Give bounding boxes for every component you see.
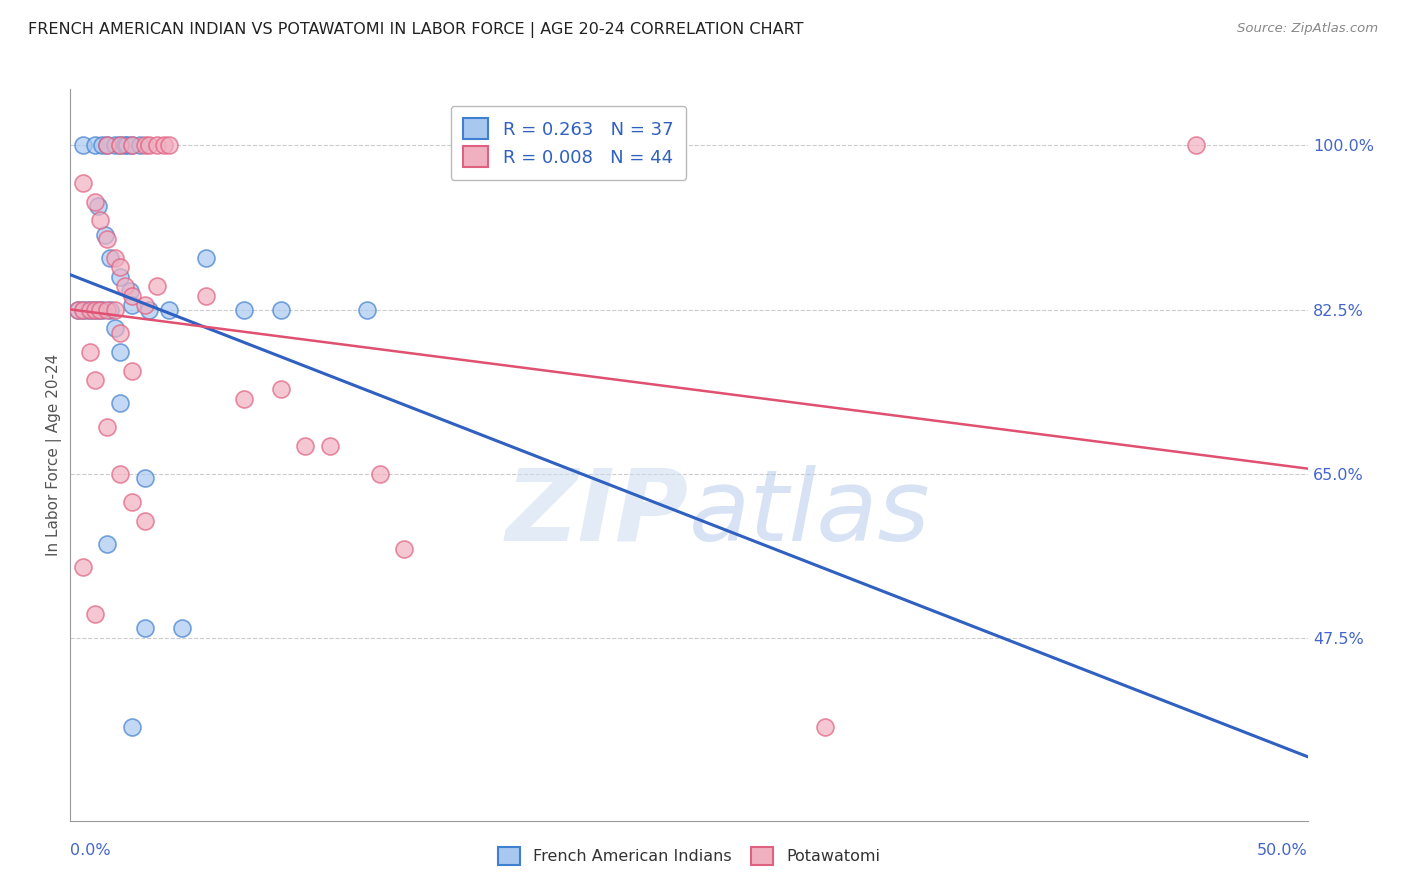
Point [98,302,121,317]
Text: ZIP: ZIP [506,465,689,562]
Point [72,176,94,190]
Point [66,302,89,317]
Point [114,279,136,293]
Point [115,138,138,153]
Point [134,138,156,153]
Point [84,138,107,153]
Point [96,302,118,317]
Point [84,373,107,387]
Point [128,138,150,153]
Point [134,514,156,528]
Point [121,138,143,153]
Point [121,363,143,377]
Point [72,138,94,153]
Point [108,260,131,275]
Point [121,720,143,734]
Point [153,138,176,153]
Point [121,495,143,509]
Point [89,302,111,317]
Point [118,284,141,298]
Point [104,138,127,153]
Point [89,213,111,227]
Point [98,251,121,265]
Point [108,467,131,481]
Point [319,438,342,452]
Point [157,302,180,317]
Point [82,302,104,317]
Text: 0.0%: 0.0% [70,843,111,858]
Point [96,138,118,153]
Point [91,138,114,153]
Text: FRENCH AMERICAN INDIAN VS POTAWATOMI IN LABOR FORCE | AGE 20-24 CORRELATION CHAR: FRENCH AMERICAN INDIAN VS POTAWATOMI IN … [28,22,804,38]
Point [356,302,378,317]
Point [84,194,107,209]
Point [270,382,292,396]
Point [86,302,108,317]
Point [104,321,127,335]
Point [79,344,101,359]
Point [1185,138,1208,153]
Point [138,138,160,153]
Point [66,302,89,317]
Point [104,251,127,265]
Point [96,232,118,246]
Point [157,138,180,153]
Point [76,302,98,317]
Text: atlas: atlas [689,465,931,562]
Point [84,607,107,622]
Point [294,438,316,452]
Point [108,138,131,153]
Point [368,467,391,481]
Point [134,621,156,635]
Point [195,251,218,265]
Point [270,302,292,317]
Point [134,471,156,485]
Point [84,302,107,317]
Point [72,302,94,317]
Point [96,138,118,153]
Point [121,138,143,153]
Point [86,199,108,213]
Point [232,392,254,406]
Point [108,396,131,410]
Point [108,326,131,340]
Point [394,541,416,556]
Point [134,298,156,312]
Point [91,302,114,317]
Point [232,302,254,317]
Point [170,621,193,635]
Point [104,302,127,317]
Point [94,227,117,242]
Point [121,288,143,302]
Point [96,537,118,551]
Point [146,279,169,293]
Y-axis label: In Labor Force | Age 20-24: In Labor Force | Age 20-24 [46,354,62,556]
Text: Source: ZipAtlas.com: Source: ZipAtlas.com [1237,22,1378,36]
Point [72,302,94,317]
Point [96,419,118,434]
Point [108,269,131,284]
Point [72,560,94,574]
Point [108,344,131,359]
Point [138,302,160,317]
Point [114,138,136,153]
Point [814,720,837,734]
Point [146,138,169,153]
Legend: French American Indians, Potawatomi: French American Indians, Potawatomi [488,838,890,875]
Point [79,302,101,317]
Point [121,298,143,312]
Point [108,138,131,153]
Text: 50.0%: 50.0% [1257,843,1308,858]
Point [195,288,218,302]
